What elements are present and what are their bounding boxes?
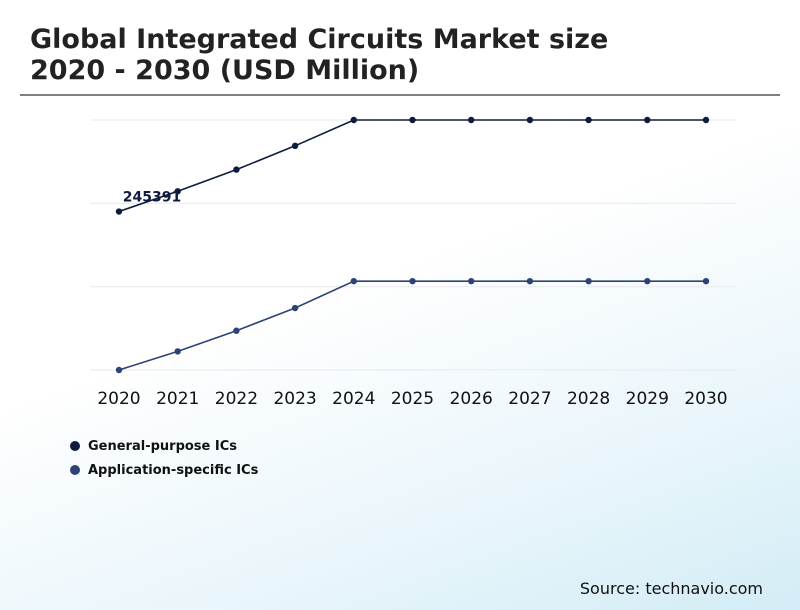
data-point-s0-2022	[233, 166, 240, 173]
data-point-s1-2025	[409, 277, 416, 285]
data-point-s1-2024	[350, 277, 357, 285]
x-tick-label-2030: 2030	[684, 389, 727, 409]
data-point-s0-2023	[291, 142, 299, 150]
title-line-1: Global Integrated Circuits Market size	[30, 24, 609, 55]
chart-title: Global Integrated Circuits Market size 2…	[30, 24, 608, 86]
x-tick-label-2023: 2023	[273, 389, 316, 409]
data-point-s1-2027	[526, 277, 534, 285]
data-point-s1-2022	[233, 327, 240, 334]
x-tick-label-2028: 2028	[567, 389, 610, 409]
title-divider	[20, 94, 780, 96]
legend-item-general-purpose: General-purpose ICs	[70, 434, 258, 458]
title-line-2: 2020 - 2030 (USD Million)	[30, 55, 420, 86]
legend-marker-general-purpose	[70, 441, 80, 451]
x-tick-label-2027: 2027	[508, 389, 551, 409]
x-tick-label-2025: 2025	[391, 389, 434, 409]
x-tick-label-2020: 2020	[97, 389, 140, 409]
legend-label-application-specific: Application-specific ICs	[88, 462, 259, 478]
legend-marker-application-specific	[70, 465, 80, 475]
data-point-s0-2028	[585, 116, 592, 124]
data-point-s0-2026	[468, 116, 475, 124]
data-point-s0-2027	[526, 116, 534, 124]
data-point-s1-2026	[468, 277, 475, 285]
x-tick-label-2024: 2024	[332, 389, 375, 409]
data-point-s0-2024	[350, 116, 357, 124]
source-credit: Source: technavio.com	[579, 579, 763, 598]
x-tick-label-2029: 2029	[626, 389, 669, 409]
data-point-s0-2025	[409, 116, 416, 124]
x-tick-label-2021: 2021	[156, 389, 199, 409]
data-point-s1-2020	[115, 366, 123, 374]
data-label-0: 245391	[123, 190, 181, 206]
data-point-s1-2023	[291, 304, 299, 312]
legend: General-purpose ICs Application-specific…	[70, 434, 258, 482]
x-tick-label-2026: 2026	[450, 389, 493, 409]
line-chart: 245391 2020 2021 2022 2023 2024 2025 2026 2027 20…	[90, 116, 736, 409]
series-line-1	[118, 280, 706, 371]
data-point-s0-2030	[702, 116, 710, 124]
data-point-s0-2021	[174, 188, 181, 195]
data-point-s1-2029	[644, 277, 651, 285]
legend-label-general-purpose: General-purpose ICs	[88, 438, 237, 454]
data-point-s0-2029	[644, 116, 651, 124]
data-point-s1-2021	[174, 348, 181, 355]
legend-item-application-specific: Application-specific ICs	[70, 458, 258, 482]
x-tick-label-2022: 2022	[215, 389, 258, 409]
data-point-s1-2028	[585, 277, 592, 285]
data-point-s1-2030	[702, 277, 710, 285]
data-point-s0-2020	[115, 208, 123, 215]
series-line-0	[118, 119, 706, 213]
